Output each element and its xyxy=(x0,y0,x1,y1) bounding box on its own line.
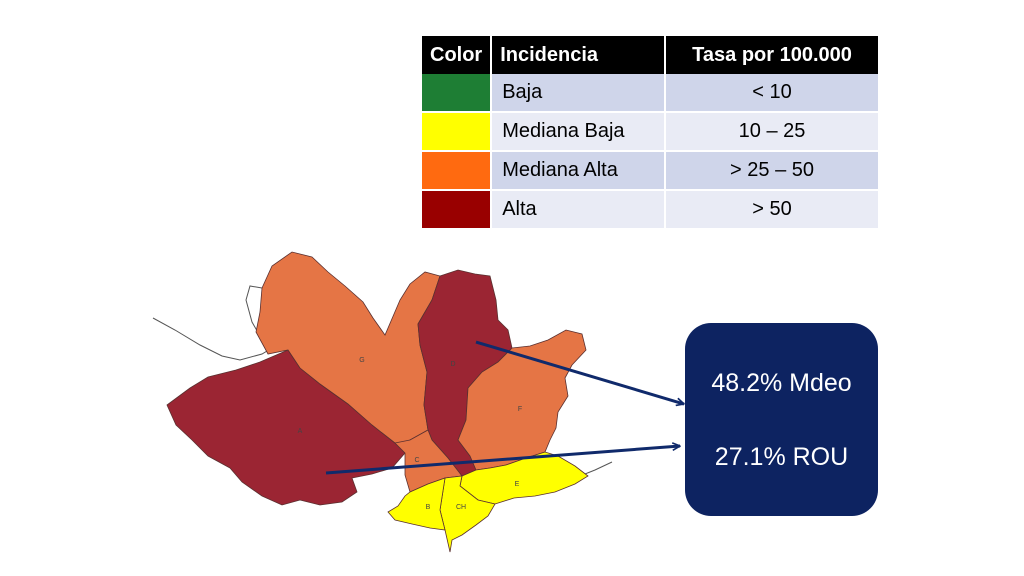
zone-b xyxy=(387,477,446,531)
legend-header-row: Color Incidencia Tasa por 100.000 xyxy=(422,36,878,74)
legend-range-alta: > 50 xyxy=(665,190,878,230)
legend-label-mediana-baja: Mediana Baja xyxy=(491,112,667,152)
boundary-line-northwest xyxy=(245,285,263,337)
legend-header-color: Color xyxy=(422,36,493,74)
zone-label-b: B xyxy=(426,504,431,511)
zone-label-d: D xyxy=(450,361,455,368)
legend-range-mediana-alta: > 25 – 50 xyxy=(665,151,878,191)
zone-label-c: C xyxy=(414,457,419,464)
arrow-rou xyxy=(325,446,680,475)
legend-range-mediana-baja: 10 – 25 xyxy=(665,112,878,152)
legend-range-baja: < 10 xyxy=(665,74,878,113)
boundary-line-west xyxy=(152,317,273,361)
legend-header-rate: Tasa por 100.000 xyxy=(665,36,878,74)
legend-swatch-mediana-baja xyxy=(422,112,493,152)
legend-row-mediana-alta: Mediana Alta > 25 – 50 xyxy=(422,151,878,191)
stat-mdeo: 48.2% Mdeo xyxy=(711,368,852,397)
legend-row-mediana-baja: Mediana Baja 10 – 25 xyxy=(422,112,878,152)
zone-label-g: G xyxy=(359,357,364,364)
legend-label-mediana-alta: Mediana Alta xyxy=(491,151,667,191)
zone-label-e: E xyxy=(515,481,520,488)
legend-swatch-baja xyxy=(422,74,493,113)
zone-a xyxy=(166,349,406,506)
zone-label-f: F xyxy=(518,406,522,413)
arrow-mdeo xyxy=(475,340,684,404)
zone-label-ch: CH xyxy=(456,504,466,511)
stats-box: 48.2% Mdeo 27.1% ROU xyxy=(685,323,878,516)
legend-swatch-alta xyxy=(422,190,493,230)
legend-label-baja: Baja xyxy=(491,74,667,113)
legend-row-baja: Baja < 10 xyxy=(422,74,878,113)
legend-header-incidence: Incidencia xyxy=(491,36,667,74)
legend-swatch-mediana-alta xyxy=(422,151,493,191)
stat-rou: 27.1% ROU xyxy=(714,442,849,471)
zone-label-a: A xyxy=(298,428,303,435)
legend-label-alta: Alta xyxy=(491,190,667,230)
legend-row-alta: Alta > 50 xyxy=(422,190,878,230)
incidence-legend-table: Color Incidencia Tasa por 100.000 Baja <… xyxy=(422,36,878,230)
